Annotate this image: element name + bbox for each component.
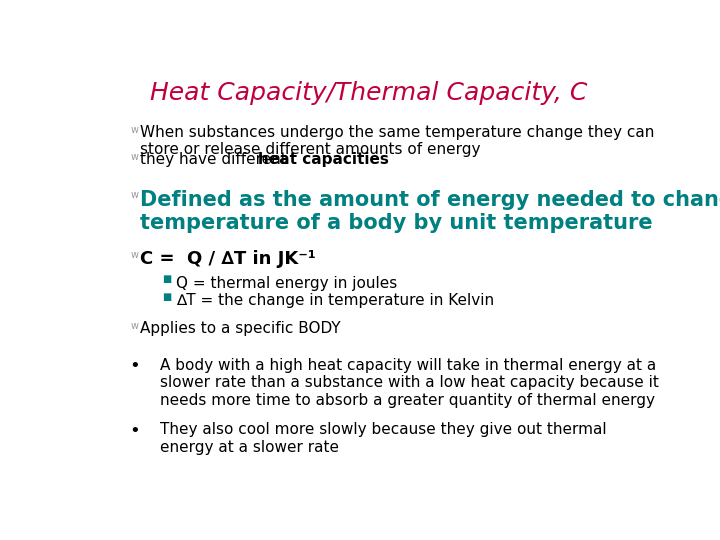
Text: Q = thermal energy in joules: Q = thermal energy in joules (176, 275, 397, 291)
Text: •: • (129, 422, 140, 440)
Text: w: w (130, 152, 138, 162)
Text: ∆T = the change in temperature in Kelvin: ∆T = the change in temperature in Kelvin (176, 294, 495, 308)
Text: w: w (130, 190, 138, 200)
Text: Heat Capacity/Thermal Capacity, C: Heat Capacity/Thermal Capacity, C (150, 82, 588, 105)
Text: C =  Q / ∆T in JK⁻¹: C = Q / ∆T in JK⁻¹ (140, 250, 316, 268)
Text: they have different: they have different (140, 152, 292, 167)
Text: w: w (130, 250, 138, 260)
Text: When substances undergo the same temperature change they can
store or release di: When substances undergo the same tempera… (140, 125, 654, 158)
Text: •: • (129, 357, 140, 375)
Text: Applies to a specific BODY: Applies to a specific BODY (140, 321, 341, 335)
Text: A body with a high heat capacity will take in thermal energy at a
slower rate th: A body with a high heat capacity will ta… (160, 358, 659, 408)
Text: ■: ■ (163, 274, 172, 285)
Text: w: w (130, 321, 138, 330)
Text: Defined as the amount of energy needed to change the
temperature of a body by un: Defined as the amount of energy needed t… (140, 190, 720, 233)
Text: ■: ■ (163, 292, 172, 302)
Text: w: w (130, 125, 138, 135)
Text: heat capacities: heat capacities (258, 152, 389, 167)
Text: They also cool more slowly because they give out thermal
energy at a slower rate: They also cool more slowly because they … (160, 422, 606, 455)
